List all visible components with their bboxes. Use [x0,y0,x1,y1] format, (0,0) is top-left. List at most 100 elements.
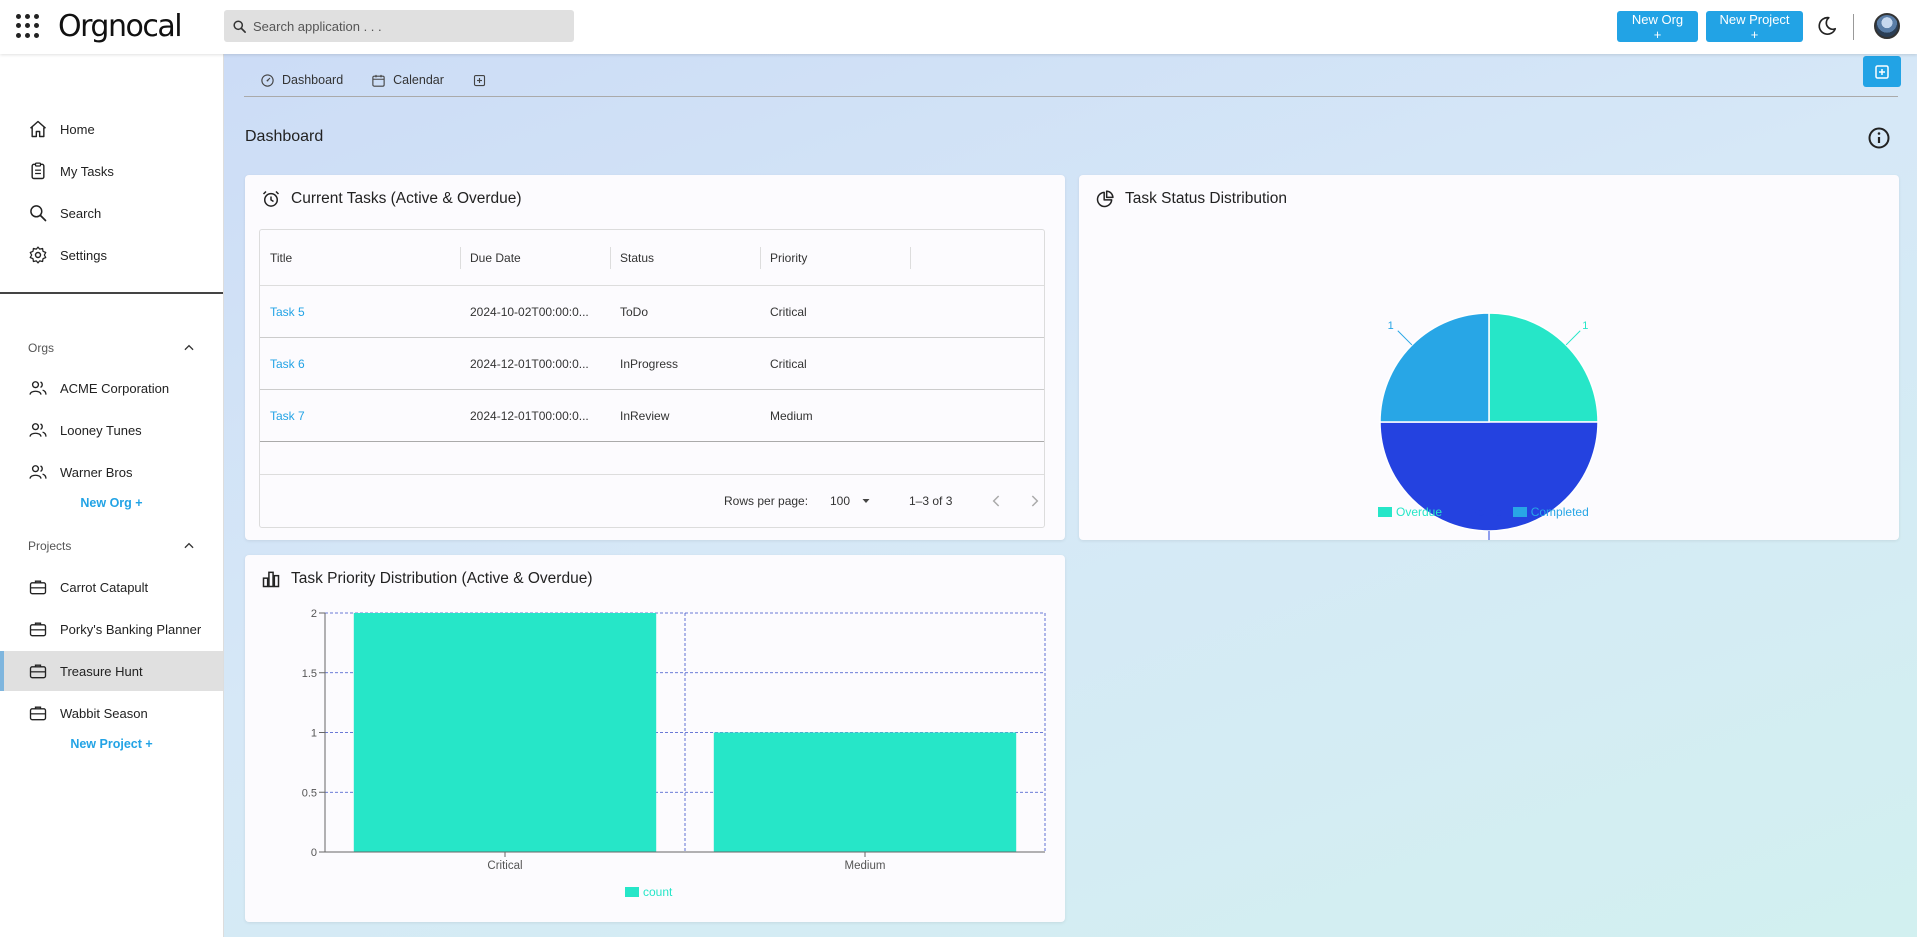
task-priority: Critical [770,304,807,319]
legend-swatch [625,887,639,897]
dark-mode-moon-icon[interactable] [1816,15,1838,37]
new-project-button[interactable]: New Project + [1706,11,1803,42]
tab-label: Dashboard [282,73,344,87]
pie-legend: Overdue Active Completed [1378,505,1599,519]
projects-heading: Projects [28,539,72,553]
sidebar-item-warner-bros[interactable]: Warner Bros [0,452,223,492]
legend-label: Completed [1530,505,1589,519]
pie-data-label: 1 [1582,320,1588,332]
tabs-underline [244,96,1898,97]
sidebar-item-acme-corporation[interactable]: ACME Corporation [0,368,223,408]
column-separator[interactable] [760,247,761,269]
chevron-right-icon[interactable] [1024,491,1044,511]
rows-per-page-label: Rows per page: [724,494,809,508]
pie-slice-completed [1379,312,1490,423]
column-header-priority[interactable]: Priority [770,250,808,265]
dashboard-gauge-icon [261,73,274,87]
card-title: Current Tasks (Active & Overdue) [291,190,522,207]
task-status: InReview [620,408,670,423]
search-box[interactable] [224,10,574,42]
column-separator[interactable] [910,247,911,269]
legend-item-count[interactable]: count [625,885,672,899]
tab-add-view[interactable] [472,73,494,88]
new-project-link[interactable]: New Project + [70,737,153,751]
sidebar-item-looney-tunes[interactable]: Looney Tunes [0,410,223,450]
column-header-title[interactable]: Title [270,250,293,265]
legend-item-overdue[interactable]: Overdue [1378,505,1442,519]
current-tasks-card: Current Tasks (Active & Overdue) Title D… [245,175,1065,540]
search-input[interactable] [253,18,553,34]
bar-chart-icon [262,571,280,588]
sidebar-item-label: Porky's Banking Planner [60,621,202,637]
new-org-link[interactable]: New Org + [80,496,143,510]
legend-item-completed[interactable]: Completed [1512,505,1589,519]
user-avatar[interactable] [1874,13,1900,39]
chevron-up-icon [184,344,194,351]
tab-dashboard[interactable]: Dashboard [260,73,343,88]
sidebar-item-treasure-hunt[interactable]: Treasure Hunt [0,651,223,691]
pie-data-label: 1 [1388,320,1394,332]
task-title-link[interactable]: Task 5 [270,304,305,319]
legend-swatch [1512,507,1527,517]
sidebar-item-label: Carrot Catapult [60,579,149,595]
sidebar-item-label: Wabbit Season [60,705,148,721]
legend-swatch [1452,507,1467,517]
briefcase-icon [29,622,47,637]
sidebar-item-home[interactable]: Home [0,109,223,149]
sidebar-item-search[interactable]: Search [0,193,223,233]
new-org-button[interactable]: New Org + [1617,11,1698,42]
people-icon [29,423,47,437]
table-row[interactable]: Task 7 2024-12-01T00:00:0... InReview Me… [260,390,1044,442]
add-widget-button[interactable] [1863,56,1901,87]
add-box-icon [1875,64,1889,79]
tab-calendar[interactable]: Calendar [371,73,444,88]
column-separator[interactable] [610,247,611,269]
search-icon [30,205,47,222]
table-row[interactable]: Task 5 2024-10-02T00:00:0... ToDo Critic… [260,286,1044,338]
chevron-left-icon[interactable] [987,491,1007,511]
apps-grid-icon[interactable] [16,14,40,38]
task-priority: Critical [770,356,807,371]
orgs-heading: Orgs [28,341,55,355]
info-icon[interactable] [1867,126,1891,150]
sidebar-item-label: Warner Bros [60,464,133,480]
rows-per-page-value: 100 [830,494,851,508]
orgs-section-header[interactable]: Orgs [28,341,196,355]
sidebar-item-label: Settings [60,247,107,263]
task-title-link[interactable]: Task 7 [270,408,305,423]
rows-per-page-select[interactable]: 100 [830,489,882,513]
card-title: Task Status Distribution [1125,190,1287,207]
y-tick-label: 1.5 [302,668,317,680]
projects-section-header[interactable]: Projects [28,539,196,553]
column-header-status[interactable]: Status [620,250,655,265]
task-priority-card: Task Priority Distribution (Active & Ove… [245,555,1065,922]
task-status: ToDo [620,304,649,319]
sidebar-divider [0,292,223,294]
table-row[interactable]: Task 6 2024-12-01T00:00:0... InProgress … [260,338,1044,390]
app-logo[interactable]: Orgnocal [58,9,183,44]
status-pie-chart: 121 [1379,312,1599,540]
task-title-link[interactable]: Task 6 [270,356,305,371]
column-header-due-date[interactable]: Due Date [470,250,521,265]
x-tick-label: Medium [845,860,886,872]
sidebar-item-porkys-banking-planner[interactable]: Porky's Banking Planner [0,609,223,649]
sidebar-item-carrot-catapult[interactable]: Carrot Catapult [0,567,223,607]
calendar-icon [372,74,385,87]
sidebar-item-settings[interactable]: Settings [0,235,223,275]
header-divider [1853,14,1854,40]
briefcase-icon [29,664,47,679]
pie-label-line [1397,330,1413,346]
briefcase-icon [29,580,47,595]
column-separator[interactable] [460,247,461,269]
table-header-row: Title Due Date Status Priority [260,230,1044,286]
gear-icon [29,246,47,264]
pagination-range: 1–3 of 3 [909,494,953,508]
sidebar: Home My Tasks Search Settings Orgs ACME … [0,54,224,937]
sidebar-item-wabbit-season[interactable]: Wabbit Season [0,693,223,733]
y-tick-label: 1 [311,728,317,740]
sidebar-item-my-tasks[interactable]: My Tasks [0,151,223,191]
page-title: Dashboard [245,128,324,145]
legend-swatch [1378,507,1392,517]
legend-item-active[interactable]: Active [1452,505,1503,519]
pie-chart-icon [1096,190,1114,208]
